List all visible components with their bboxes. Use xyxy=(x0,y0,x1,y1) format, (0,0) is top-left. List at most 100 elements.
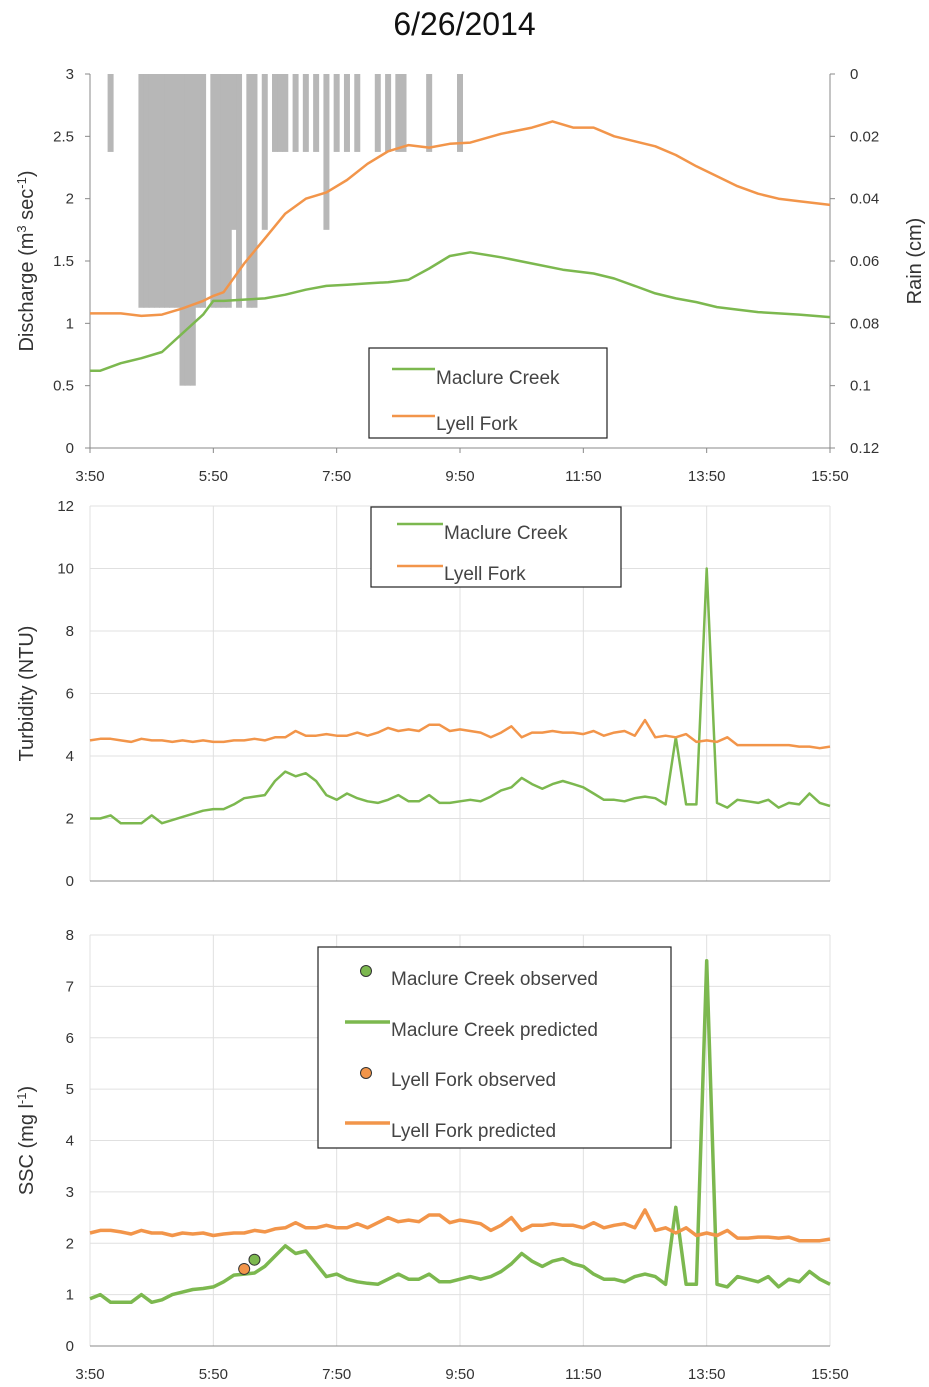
rain-bar xyxy=(395,74,402,152)
rain-bar xyxy=(138,74,145,308)
rain-bar xyxy=(184,74,191,386)
x-tick-label: 5:50 xyxy=(199,468,228,485)
legend-label-lyell-fork-observed: Lyell Fork observed xyxy=(391,1070,556,1091)
rain-bar xyxy=(251,74,258,308)
legend-label-lyell-fork: Lyell Fork xyxy=(436,414,518,435)
x-tick-label: 7:50 xyxy=(322,1366,351,1383)
rain-bar xyxy=(169,74,176,308)
rain-bar xyxy=(282,74,289,152)
y-tick-label: 0 xyxy=(66,440,74,457)
rain-bar xyxy=(354,74,361,152)
y-tick-label: 6 xyxy=(66,686,74,703)
x-tick-label: 15:50 xyxy=(811,468,849,485)
x-tick-label: 15:50 xyxy=(811,1366,849,1383)
legend-label-lyell-fork-predicted: Lyell Fork predicted xyxy=(391,1121,556,1142)
y-tick-label: 1 xyxy=(66,1287,74,1304)
rain-bar xyxy=(164,74,171,308)
y2-tick-label: 0.02 xyxy=(850,128,879,145)
legend-label-maclure-creek-observed: Maclure Creek observed xyxy=(391,969,598,990)
y-tick-label: 12 xyxy=(57,498,74,515)
y-tick-label: 8 xyxy=(66,623,74,640)
rain-bar xyxy=(225,74,232,308)
y-axis-label-part: Discharge (m xyxy=(16,233,38,352)
y-tick-label: 7 xyxy=(66,978,74,995)
y-tick-label: 0.5 xyxy=(53,378,74,395)
x-tick-label: 13:50 xyxy=(688,1366,726,1383)
y-tick-label: 4 xyxy=(66,1133,74,1150)
x-tick-label: 3:50 xyxy=(75,1366,104,1383)
rain-bar xyxy=(323,74,330,230)
y-tick-label: 6 xyxy=(66,1030,74,1047)
x-tick-label: 9:50 xyxy=(445,1366,474,1383)
legend-swatch-lyell-fork-observed xyxy=(360,1067,372,1079)
x-tick-label: 9:50 xyxy=(445,468,474,485)
y-axis-label: Discharge (m3 sec-1) xyxy=(14,170,39,351)
x-tick-label: 11:50 xyxy=(565,1366,601,1383)
y2-tick-label: 0.04 xyxy=(850,191,879,208)
legend-label-lyell-fork: Lyell Fork xyxy=(444,564,526,585)
rain-bar xyxy=(189,74,196,386)
y2-tick-label: 0.12 xyxy=(850,440,879,457)
series-line-lyell-fork xyxy=(90,120,831,318)
rain-bar xyxy=(194,74,201,308)
rain-bar xyxy=(179,74,186,386)
rain-bar xyxy=(200,74,207,308)
y2-tick-label: 0.06 xyxy=(850,253,879,270)
legend-box xyxy=(370,506,622,588)
chart-title: 6/26/2014 xyxy=(393,6,536,42)
series-line-maclure-creek-predicted xyxy=(89,958,831,1305)
y-tick-label: 2 xyxy=(66,191,74,208)
x-tick-label: 7:50 xyxy=(322,468,351,485)
rain-bar xyxy=(385,74,392,152)
y-tick-label: 4 xyxy=(66,748,74,765)
y-axis-label-part: sec xyxy=(16,189,38,226)
chart-panel-2 xyxy=(89,505,831,882)
rain-bar xyxy=(220,74,227,308)
series-line-lyell-fork-predicted xyxy=(89,1208,831,1243)
rain-bar xyxy=(400,74,407,152)
y-tick-label: 2 xyxy=(66,811,74,828)
rain-bar xyxy=(302,74,309,152)
y-tick-label: 3 xyxy=(66,1184,74,1201)
y-axis-label: SSC (mg l-1) xyxy=(14,1086,39,1195)
series-line-lyell-fork xyxy=(89,718,831,750)
rain-bar xyxy=(272,74,278,152)
y2-tick-label: 0 xyxy=(850,66,858,83)
rain-bar xyxy=(246,74,253,308)
rain-bar xyxy=(174,74,181,308)
y-tick-label: 0 xyxy=(66,873,74,890)
rain-bar xyxy=(236,74,243,308)
rain-bar xyxy=(261,74,268,230)
y-axis-label-part: ) xyxy=(16,170,38,177)
y-axis-label-superscript: -1 xyxy=(14,1092,29,1104)
data-point-lyell-fork-observed xyxy=(238,1262,251,1275)
y-tick-label: 2 xyxy=(66,1235,74,1252)
y-axis-label: Turbidity (NTU) xyxy=(16,626,38,762)
rain-bar xyxy=(215,74,222,308)
x-tick-label: 13:50 xyxy=(688,468,726,485)
legend-label-maclure-creek: Maclure Creek xyxy=(436,368,560,389)
y-tick-label: 0 xyxy=(66,1338,74,1355)
rain-bar xyxy=(292,74,299,152)
rain-bar xyxy=(210,74,217,308)
y-tick-label: 5 xyxy=(66,1081,74,1098)
rain-bar xyxy=(277,74,284,152)
y-tick-label: 3 xyxy=(66,66,74,83)
rain-bar xyxy=(426,74,433,152)
legend-swatch-maclure-creek-observed xyxy=(360,965,372,977)
x-tick-label: 3:50 xyxy=(75,468,104,485)
x-tick-label: 11:50 xyxy=(565,468,601,485)
y2-tick-label: 0.1 xyxy=(850,378,871,395)
data-point-maclure-creek-observed xyxy=(248,1253,261,1266)
rain-bar xyxy=(343,74,350,152)
y-tick-label: 1 xyxy=(66,315,74,332)
legend-label-maclure-creek: Maclure Creek xyxy=(444,523,568,544)
rain-bar xyxy=(143,74,150,308)
y-tick-label: 2.5 xyxy=(53,128,74,145)
rain-bar xyxy=(148,74,155,308)
series-line-maclure-creek xyxy=(90,251,831,372)
rain-bar xyxy=(333,74,340,152)
legend-label-maclure-creek-predicted: Maclure Creek predicted xyxy=(391,1020,598,1041)
rain-bar xyxy=(153,74,160,308)
